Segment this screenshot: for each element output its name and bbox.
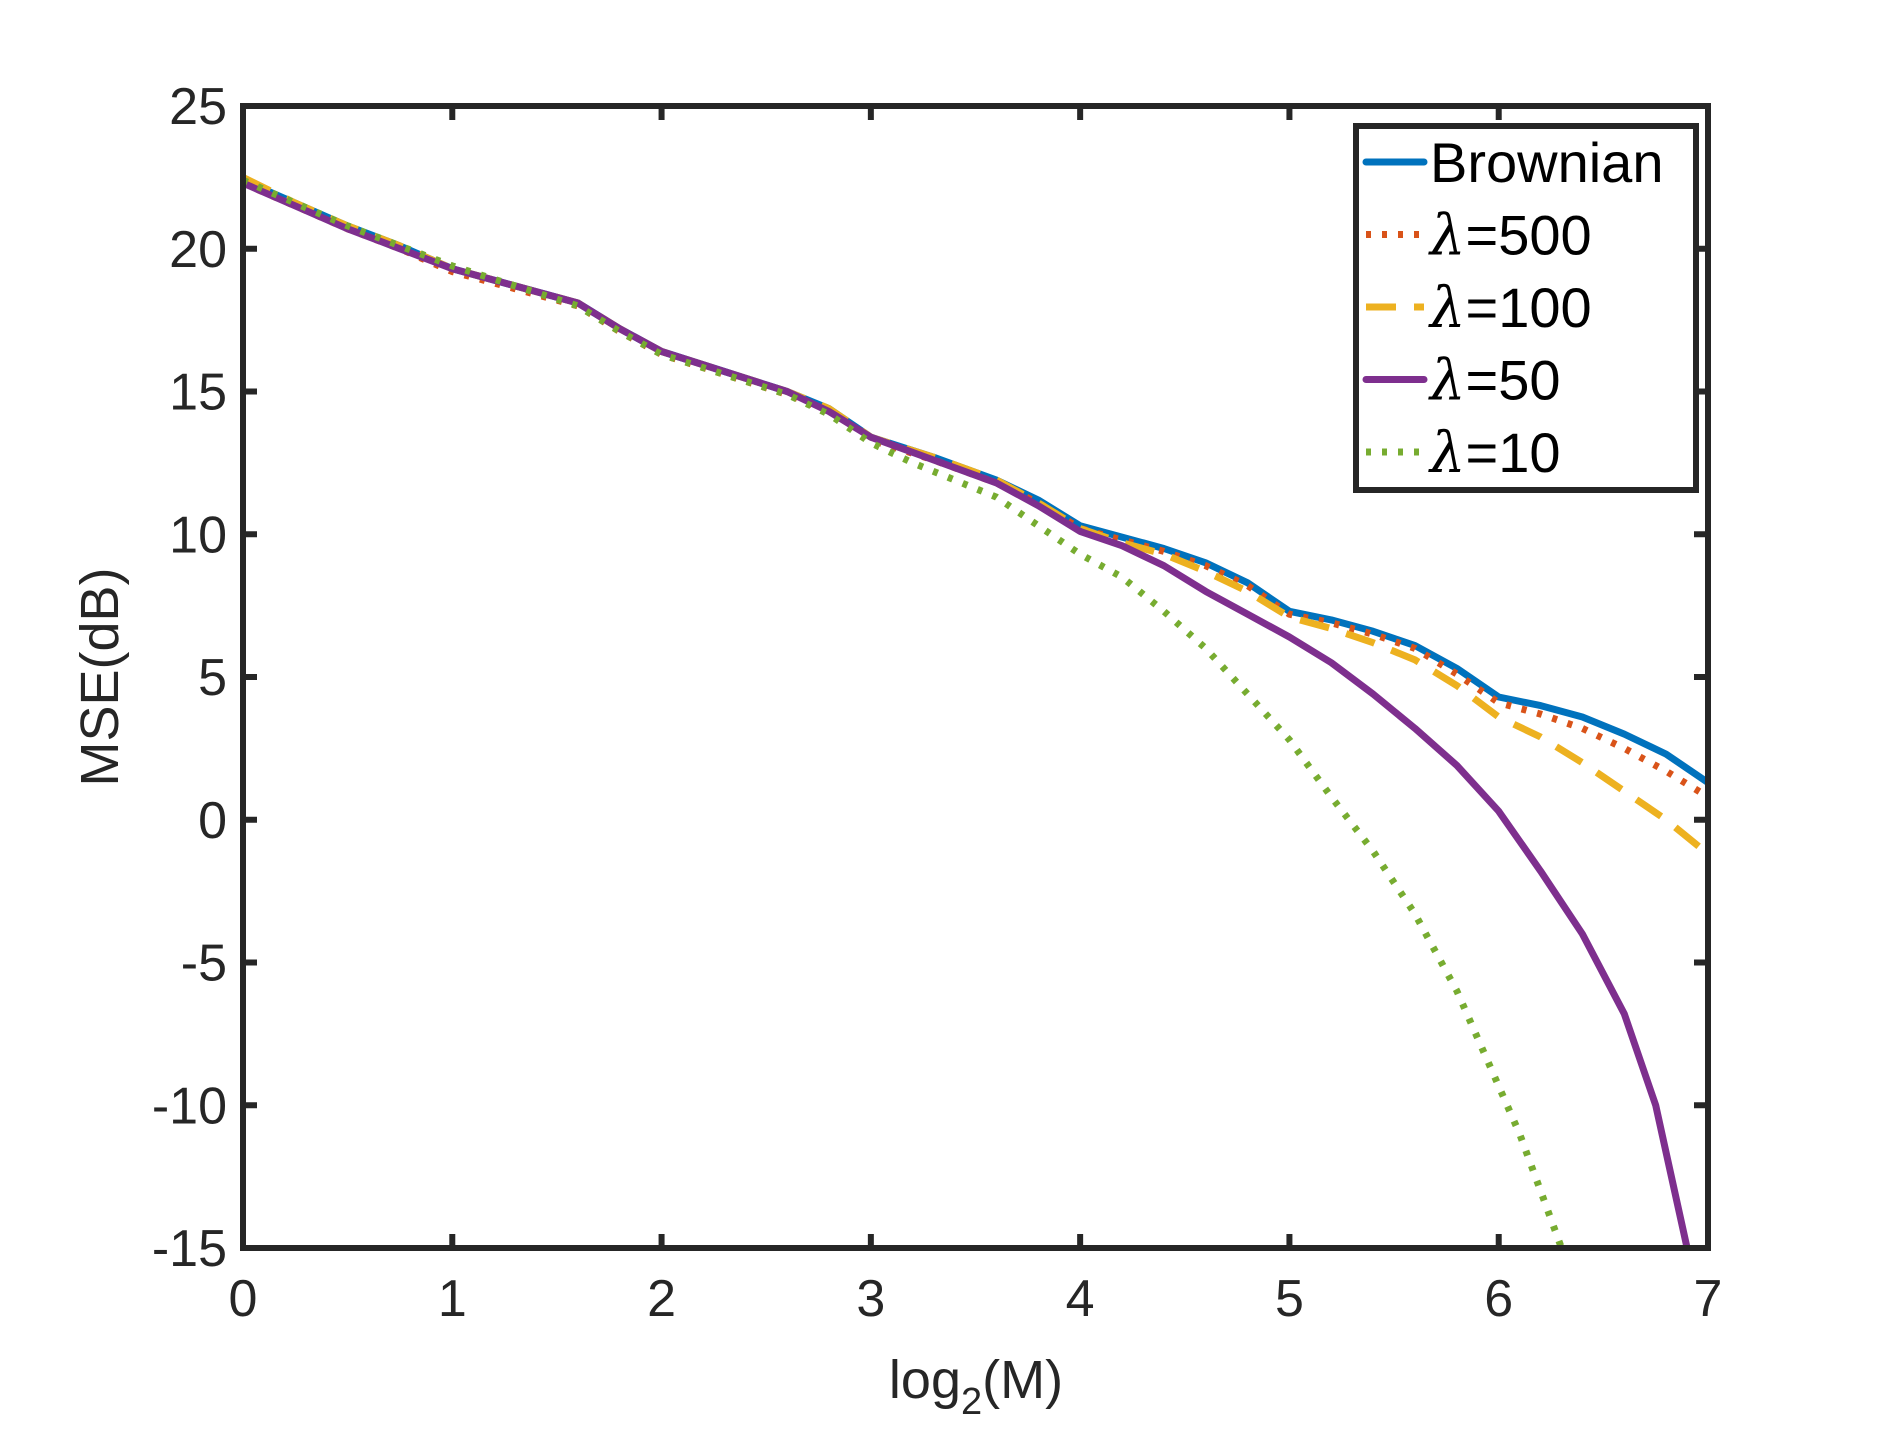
legend-label-text: =500: [1466, 204, 1592, 267]
series-line-3: [243, 179, 1691, 1248]
y-tick-label: 10: [169, 506, 227, 564]
y-tick-label: 0: [198, 792, 227, 850]
x-axis-label-main: log: [889, 1350, 961, 1410]
x-tick-label: 5: [1275, 1270, 1304, 1328]
series-layer: [243, 174, 1708, 1248]
y-axis-label: MSE(dB): [70, 567, 130, 786]
legend-label-text: =100: [1466, 276, 1592, 339]
y-tick-label: -5: [181, 935, 227, 993]
x-tick-label: 0: [229, 1270, 258, 1328]
legend-lambda-symbol: λ: [1428, 349, 1466, 414]
y-tick-label: 20: [169, 221, 227, 279]
legend-label-4: λ=10: [1428, 421, 1561, 486]
x-ticks: 0 1 2 3 4 5 6 7: [229, 106, 1723, 1328]
x-tick-label: 3: [856, 1270, 885, 1328]
legend-label-text: =50: [1466, 349, 1561, 412]
legend-lambda-symbol: λ: [1428, 276, 1466, 341]
legend-label-1: λ=500: [1428, 204, 1592, 269]
legend-lambda-symbol: λ: [1428, 421, 1466, 486]
x-axis-label: log2(M): [889, 1350, 1063, 1423]
x-axis-label-tail: (M): [982, 1350, 1063, 1410]
x-axis-label-subscript: 2: [961, 1381, 982, 1423]
legend-box: [1353, 123, 1699, 493]
legend-label-0: Brownian: [1430, 131, 1663, 194]
legend-label-text: =10: [1466, 421, 1561, 484]
y-tick-label: 5: [198, 649, 227, 707]
y-tick-label: -15: [152, 1220, 227, 1278]
x-tick-label: 7: [1694, 1270, 1723, 1328]
x-tick-label: 1: [438, 1270, 467, 1328]
legend-label-2: λ=100: [1428, 276, 1592, 341]
plot-frame: [240, 103, 1711, 1251]
x-tick-label: 6: [1484, 1270, 1513, 1328]
y-tick-label: 25: [169, 78, 227, 136]
legend-lambda-symbol: λ: [1428, 204, 1466, 269]
legend-label-3: λ=50: [1428, 349, 1561, 414]
legend-label-text: Brownian: [1430, 131, 1663, 194]
series-line-4: [243, 176, 1565, 1248]
y-tick-label: 15: [169, 364, 227, 422]
x-tick-label: 2: [647, 1270, 676, 1328]
x-tick-label: 4: [1066, 1270, 1095, 1328]
y-tick-label: -10: [152, 1077, 227, 1135]
